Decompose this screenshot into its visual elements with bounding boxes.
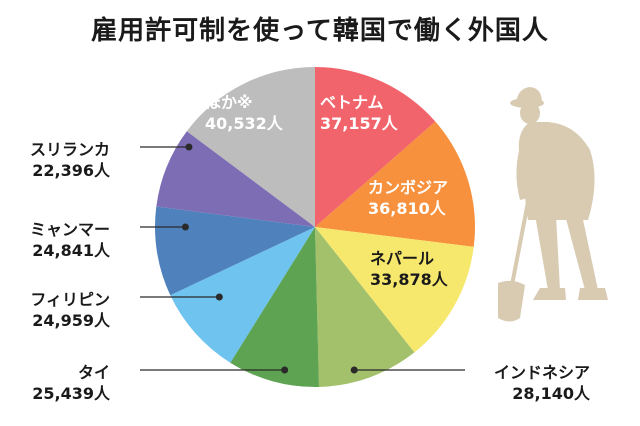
slice-label-name: ミャンマー — [30, 220, 110, 239]
leader-dot — [185, 143, 193, 151]
slice-label-value: 28,140人 — [512, 384, 591, 403]
slice-label-value: 36,810人 — [368, 199, 447, 218]
leader-lines — [140, 143, 465, 374]
slice-label-name: インドネシア — [494, 363, 590, 382]
slice-label-name: フィリピン — [30, 290, 110, 309]
pie-slice — [315, 227, 415, 387]
slice-label-value: 40,532人 — [205, 114, 284, 133]
worker-with-shovel-icon — [498, 87, 608, 322]
slice-label-name: スリランカ — [30, 140, 110, 159]
slice-label-name: ネパール — [370, 249, 434, 268]
leader-dot — [281, 366, 289, 374]
slice-label-value: 33,878人 — [370, 270, 449, 289]
chart-title: 雇用許可制を使って韓国で働く外国人 — [91, 16, 549, 46]
slice-label-value: 24,841人 — [32, 241, 111, 260]
leader-dot — [215, 293, 223, 301]
pie-slice — [156, 131, 315, 227]
slice-label-name: ほか※ — [205, 93, 253, 112]
pie-slice — [186, 67, 315, 227]
pie-slice — [170, 227, 315, 363]
pie-slices — [155, 67, 475, 387]
slice-label-value: 37,157人 — [320, 114, 399, 133]
leader-dot — [181, 223, 189, 231]
pie-slice — [155, 206, 315, 296]
slice-label-value: 24,959人 — [32, 311, 111, 330]
leader-dot — [350, 366, 358, 374]
slice-label-value: 25,439人 — [32, 384, 111, 403]
pie-slice — [315, 121, 475, 247]
slice-label-value: 22,396人 — [32, 161, 111, 180]
slice-label-name: カンボジア — [368, 178, 448, 197]
slice-label-name: ベトナム — [320, 93, 384, 112]
pie-slice — [315, 67, 436, 227]
pie-slice — [230, 227, 320, 387]
pie-slice — [315, 227, 474, 353]
slice-label-name: タイ — [78, 363, 110, 382]
